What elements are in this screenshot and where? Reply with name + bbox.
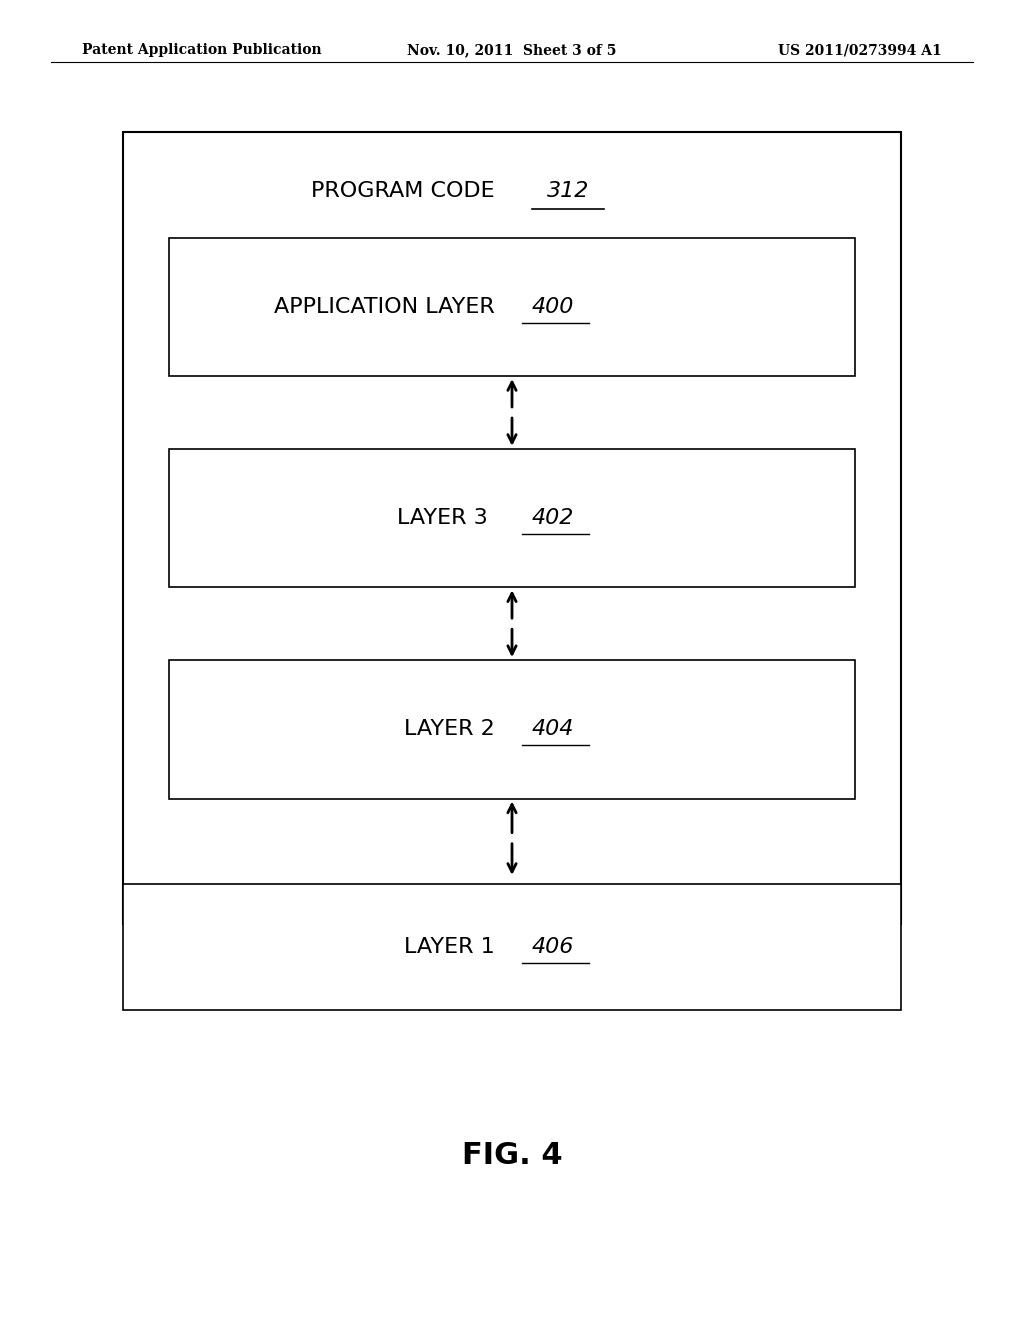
Text: APPLICATION LAYER: APPLICATION LAYER	[273, 297, 502, 317]
Text: LAYER 3: LAYER 3	[396, 508, 502, 528]
Bar	[169, 238, 855, 376]
Text: Patent Application Publication: Patent Application Publication	[82, 44, 322, 57]
Text: LAYER 2: LAYER 2	[403, 719, 502, 739]
Bar	[169, 449, 855, 587]
Text: US 2011/0273994 A1: US 2011/0273994 A1	[778, 44, 942, 57]
Text: 312: 312	[547, 181, 590, 202]
Text: LAYER 1: LAYER 1	[403, 937, 502, 957]
Text: 404: 404	[531, 719, 574, 739]
Text: 402: 402	[531, 508, 574, 528]
Text: 406: 406	[531, 937, 574, 957]
Bar	[123, 884, 901, 1010]
Text: PROGRAM CODE: PROGRAM CODE	[311, 181, 502, 202]
Bar	[169, 660, 855, 799]
Text: FIG. 4: FIG. 4	[462, 1140, 562, 1170]
Bar	[123, 132, 901, 924]
Text: Nov. 10, 2011  Sheet 3 of 5: Nov. 10, 2011 Sheet 3 of 5	[408, 44, 616, 57]
Text: 400: 400	[531, 297, 574, 317]
